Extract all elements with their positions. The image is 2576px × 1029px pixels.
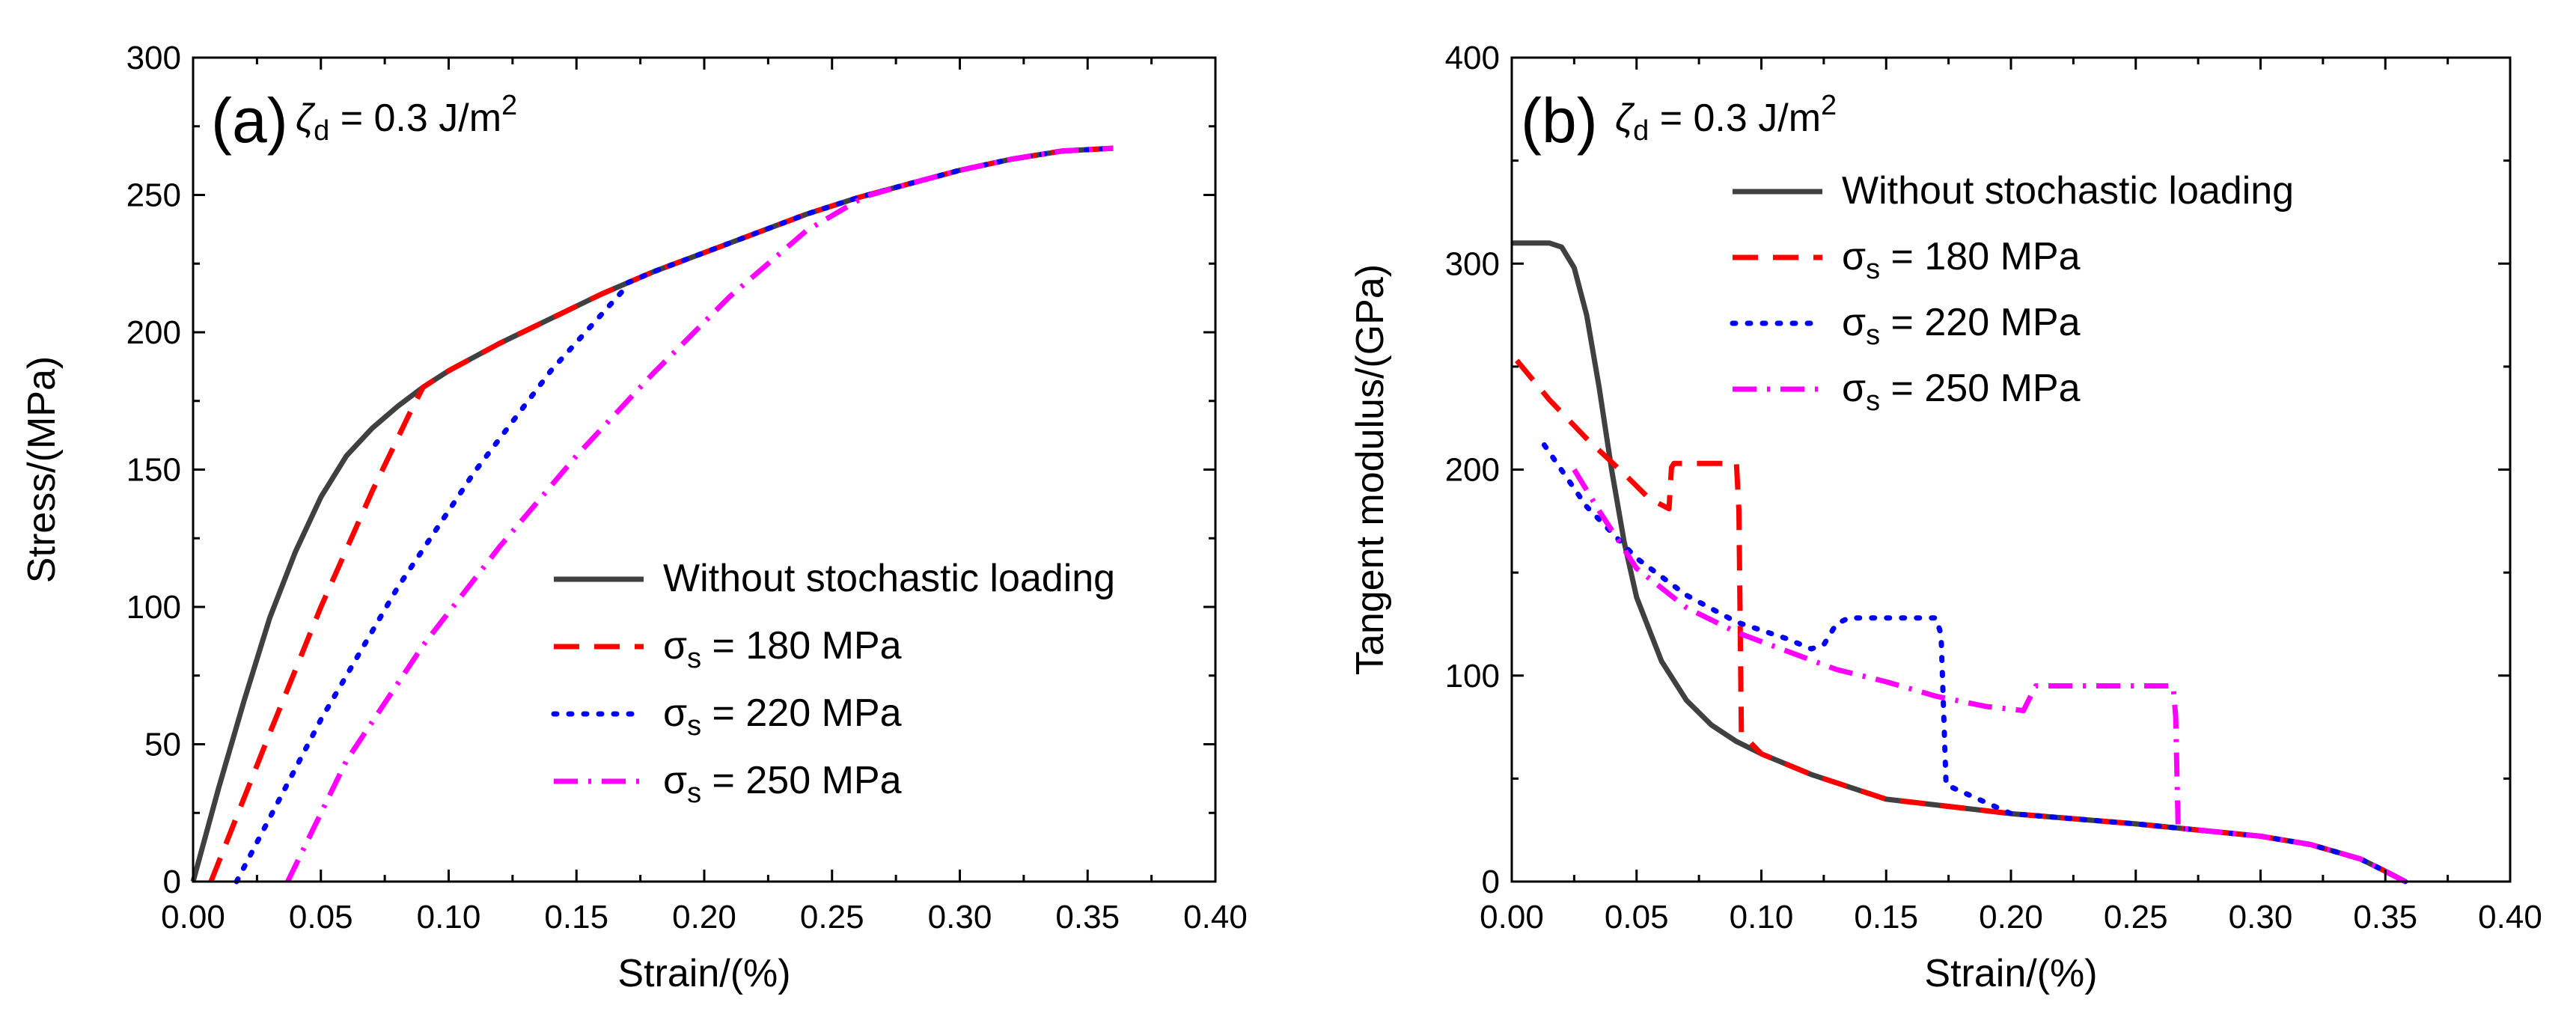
legend-text: = 220 MPa <box>1880 301 2080 344</box>
legend-label: σs = 180 MPa <box>1842 235 2081 285</box>
y-tick-label: 300 <box>126 40 181 76</box>
legend-sub: s <box>687 710 701 742</box>
legend-label: σs = 180 MPa <box>663 624 902 674</box>
anno-sup: 2 <box>501 90 517 121</box>
legend-sub: s <box>1866 320 1880 351</box>
x-tick-label: 0.40 <box>1183 899 1248 935</box>
y-axis-label-a: Stress/(MPa) <box>20 356 64 583</box>
legend-sigma: σ <box>663 759 687 802</box>
x-tick-label: 0.30 <box>2229 899 2293 935</box>
legend-label: σs = 250 MPa <box>1842 367 2081 417</box>
anno-symbol: ζ <box>1615 97 1635 140</box>
legend-sigma: σ <box>1842 367 1866 410</box>
legend-sub: s <box>687 778 701 809</box>
legend-label: Without stochastic loading <box>1842 169 2294 213</box>
x-tick-label: 0.35 <box>2353 899 2417 935</box>
y-tick-label: 300 <box>1445 245 1500 282</box>
legend-text: = 180 MPa <box>701 624 901 668</box>
y-tick-label: 0 <box>163 864 181 900</box>
anno-sup: 2 <box>1821 90 1837 121</box>
x-tick-label: 0.20 <box>1979 899 2043 935</box>
x-tick-label: 0.40 <box>2478 899 2542 935</box>
legend-label: Without stochastic loading <box>663 557 1115 600</box>
series-line <box>1541 442 2408 885</box>
anno-symbol: ζ <box>296 97 316 140</box>
x-tick-label: 0.10 <box>417 899 481 935</box>
anno-sub: d <box>1633 115 1649 147</box>
legend-label: σs = 220 MPa <box>663 691 902 742</box>
y-tick-label: 400 <box>1445 40 1500 76</box>
series-line <box>1572 468 2407 885</box>
legend-text: = 180 MPa <box>1880 235 2080 278</box>
chart-b: 0.00 0.05 0.10 0.15 0.20 0.25 0.30 0.35 0.40 0 100… <box>1349 40 2542 995</box>
y-tick-label: 0 <box>1482 864 1500 900</box>
y-tick-label: 200 <box>1445 452 1500 489</box>
y-tick-label: 200 <box>126 314 181 351</box>
x-tick-label: 0.30 <box>928 899 992 935</box>
x-tick-label: 0.20 <box>672 899 736 935</box>
series-line <box>1515 358 2407 885</box>
y-tick-label: 150 <box>126 452 181 489</box>
x-tick-label: 0.10 <box>1730 899 1794 935</box>
x-tick-label: 0.05 <box>1605 899 1669 935</box>
y-tick-label: 100 <box>126 589 181 626</box>
x-tick-label: 0.15 <box>544 899 608 935</box>
anno-sub: d <box>314 115 329 147</box>
parameter-annotation-a: ζd = 0.3 J/m2 <box>296 90 517 147</box>
x-tick-label: 0.00 <box>161 899 225 935</box>
legend-sigma: σ <box>1842 235 1866 278</box>
legend-text: = 250 MPa <box>1880 367 2080 410</box>
x-tick-label: 0.35 <box>1055 899 1120 935</box>
legend-sub: s <box>1866 385 1880 417</box>
y-tick-label: 50 <box>144 727 181 763</box>
anno-text: = 0.3 J/m <box>1649 97 1821 140</box>
y-tick-label: 250 <box>126 177 181 214</box>
legend-sigma: σ <box>1842 301 1866 344</box>
legend-sigma: σ <box>663 624 687 668</box>
x-tick-label: 0.00 <box>1480 899 1544 935</box>
legend-sub: s <box>1866 254 1880 285</box>
legend-text: = 250 MPa <box>701 759 901 802</box>
legend-sub: s <box>687 643 701 674</box>
legend-label: σs = 250 MPa <box>663 759 902 809</box>
plot-frame-a <box>192 56 1217 883</box>
y-axis-label-b: Tangent modulus/(GPa) <box>1349 264 1392 675</box>
series-line <box>285 145 1114 883</box>
legend-sigma: σ <box>663 691 687 735</box>
panel-label-a: (a) <box>211 85 288 156</box>
legend-text: = 220 MPa <box>701 691 901 735</box>
x-tick-label: 0.05 <box>289 899 353 935</box>
chart-a: 0.00 0.05 0.10 0.15 0.20 0.25 0.30 0.35 0.40 0 50 1… <box>20 40 1248 995</box>
x-tick-label: 0.25 <box>800 899 864 935</box>
series-line <box>208 145 1114 883</box>
parameter-annotation-b: ζd = 0.3 J/m2 <box>1615 90 1837 147</box>
x-axis-label-b: Strain/(%) <box>1924 952 2097 995</box>
legend-label: σs = 220 MPa <box>1842 301 2081 351</box>
x-tick-label: 0.15 <box>1854 899 1918 935</box>
x-axis-label-a: Strain/(%) <box>617 952 790 995</box>
anno-text: = 0.3 J/m <box>329 97 501 140</box>
x-tick-label: 0.25 <box>2104 899 2168 935</box>
y-tick-label: 100 <box>1445 658 1500 694</box>
series-line <box>190 145 1114 882</box>
panel-label-b: (b) <box>1521 85 1598 156</box>
